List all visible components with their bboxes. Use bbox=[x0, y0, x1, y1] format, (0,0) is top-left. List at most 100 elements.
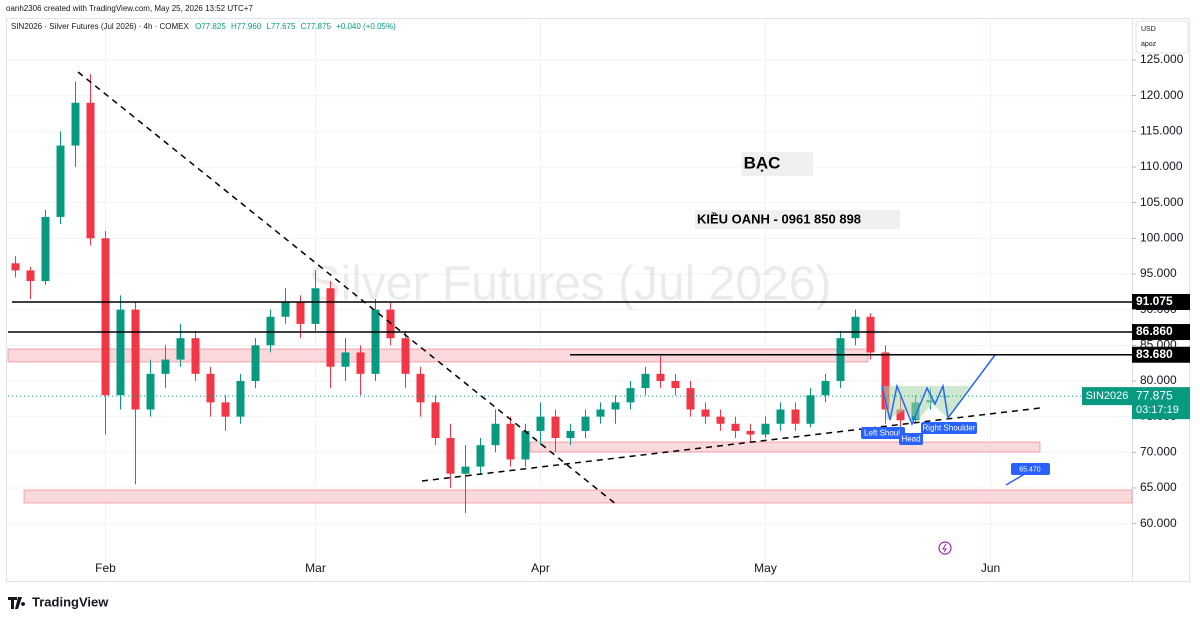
candle-body bbox=[731, 423, 740, 431]
candle-body bbox=[26, 270, 35, 282]
brand: TradingView bbox=[32, 594, 109, 609]
candle-body bbox=[461, 466, 470, 474]
currency-box[interactable] bbox=[1135, 20, 1189, 54]
candle-body bbox=[296, 302, 305, 324]
x-tick-label: Apr bbox=[531, 561, 550, 575]
candle-body bbox=[656, 373, 665, 381]
symbol-info: SIN2026 · Silver Futures (Jul 2026) · 4h… bbox=[11, 22, 396, 31]
candle-body bbox=[101, 238, 110, 396]
ohlc-low: L77.675 bbox=[267, 22, 296, 31]
level-label-box bbox=[1132, 293, 1190, 310]
candle-body bbox=[866, 316, 875, 353]
y-tick-label: 60.000 bbox=[1140, 516, 1177, 530]
y-tick-label: 110.000 bbox=[1140, 159, 1183, 173]
y-tick-label: 90.000 bbox=[1140, 302, 1177, 316]
candle-body bbox=[311, 288, 320, 324]
last-price-label: 77.875 bbox=[1136, 388, 1173, 402]
zone bbox=[529, 441, 1041, 453]
target-label: 65.470 bbox=[1019, 466, 1041, 473]
candle-body bbox=[236, 380, 245, 417]
y-tick-label: 95.000 bbox=[1140, 266, 1177, 280]
countdown-label: 03:17:19 bbox=[1136, 404, 1179, 416]
candle-body bbox=[446, 438, 455, 474]
y-tick-label: 70.000 bbox=[1140, 444, 1177, 458]
pattern-path bbox=[881, 354, 996, 426]
ohlc-open: O77.825 bbox=[195, 22, 226, 31]
pattern-label: Left Shoul bbox=[864, 429, 900, 438]
candle-body bbox=[341, 352, 350, 367]
candle-body bbox=[506, 423, 515, 460]
candle-body bbox=[611, 402, 620, 410]
candle-body bbox=[701, 409, 710, 417]
credit: oanh2306 created with TradingView.com, M… bbox=[6, 4, 253, 13]
y-tick-label: 115.000 bbox=[1140, 123, 1183, 137]
last-price-box bbox=[1132, 387, 1190, 420]
candle-body bbox=[416, 373, 425, 403]
candles bbox=[11, 74, 950, 513]
level-label: 91.075 bbox=[1136, 294, 1173, 308]
trendline bbox=[421, 407, 1041, 482]
candle-body bbox=[221, 402, 230, 417]
candle-body bbox=[776, 409, 785, 424]
candle-body bbox=[536, 416, 545, 431]
candle-body bbox=[401, 338, 410, 374]
candle-body bbox=[71, 102, 80, 146]
symbol: SIN2026 · Silver Futures (Jul 2026) · 4h… bbox=[11, 22, 190, 31]
pattern-label-box bbox=[861, 427, 905, 439]
candle-body bbox=[686, 388, 695, 410]
candle-body bbox=[551, 416, 560, 439]
candle-body bbox=[281, 302, 290, 317]
y-tick-label: 85.000 bbox=[1140, 337, 1177, 351]
candle-body bbox=[521, 430, 530, 460]
candle-body bbox=[371, 309, 380, 374]
brand-logo bbox=[8, 597, 26, 609]
candle-body bbox=[581, 416, 590, 431]
candle-body bbox=[176, 338, 185, 360]
last-price: SIN2026 77.875 03:17:19 bbox=[8, 387, 1190, 420]
x-tick-label: Jun bbox=[981, 561, 1000, 575]
note-author: KIỀU OANH - 0961 850 898 bbox=[697, 211, 861, 226]
candle-body bbox=[671, 380, 680, 389]
pattern-label: Right Shoulder bbox=[923, 424, 976, 433]
candle-body bbox=[326, 288, 335, 367]
candle-body bbox=[641, 373, 650, 389]
candle-body bbox=[251, 345, 260, 381]
ohlc-high: H77.960 bbox=[231, 22, 262, 31]
candle-body bbox=[821, 380, 830, 396]
candle-body bbox=[41, 216, 50, 282]
candle-body bbox=[11, 263, 20, 271]
pattern-label: Head bbox=[901, 435, 920, 444]
unit: apoz bbox=[1141, 41, 1157, 48]
x-axis: Feb Mar Apr May Jun bbox=[95, 561, 1000, 575]
candle-body bbox=[356, 352, 365, 374]
candle-body bbox=[191, 338, 200, 374]
levels: 91.075 86.860 83.680 bbox=[8, 293, 1190, 363]
candle-body bbox=[746, 430, 755, 435]
currency: USD bbox=[1141, 26, 1156, 33]
y-tick-label: 80.000 bbox=[1140, 373, 1177, 387]
y-tick-label: 105.000 bbox=[1140, 195, 1184, 209]
y-tick-label: 65.000 bbox=[1140, 480, 1177, 494]
pattern-area bbox=[882, 386, 970, 420]
candle-body bbox=[836, 338, 845, 381]
zone bbox=[23, 489, 1133, 504]
candle-body bbox=[116, 309, 125, 396]
event-icon[interactable] bbox=[938, 541, 952, 555]
candle-body bbox=[761, 423, 770, 435]
note-title: BẠC bbox=[744, 153, 781, 172]
candle-body bbox=[161, 359, 170, 374]
candle-body bbox=[266, 316, 275, 346]
candle-body bbox=[131, 309, 140, 410]
target-label-box bbox=[1011, 463, 1050, 475]
candle-body bbox=[206, 373, 215, 403]
pattern-label-box bbox=[921, 422, 977, 434]
candle-body bbox=[86, 102, 95, 239]
candle-body bbox=[596, 409, 605, 417]
level-label: 83.680 bbox=[1136, 347, 1173, 361]
event-icon-bolt bbox=[942, 543, 947, 553]
note-box bbox=[695, 210, 900, 229]
y-tick-label: 125.000 bbox=[1140, 52, 1184, 66]
